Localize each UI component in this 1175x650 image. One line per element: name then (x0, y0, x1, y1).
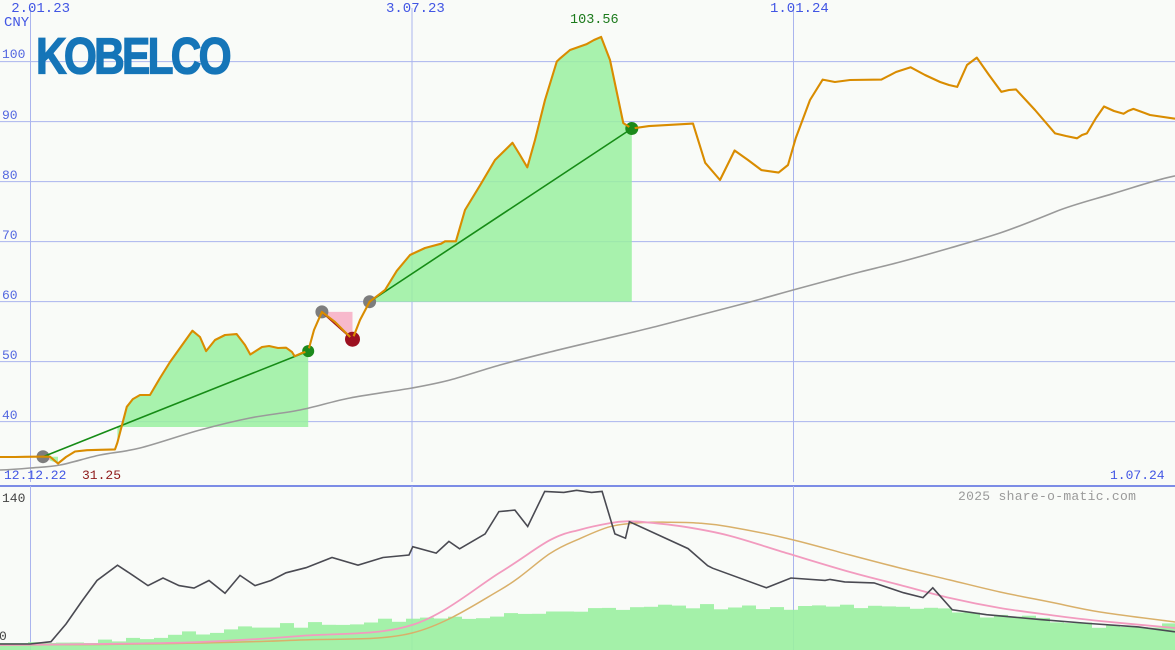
svg-text:KOBELCO: KOBELCO (36, 33, 230, 84)
